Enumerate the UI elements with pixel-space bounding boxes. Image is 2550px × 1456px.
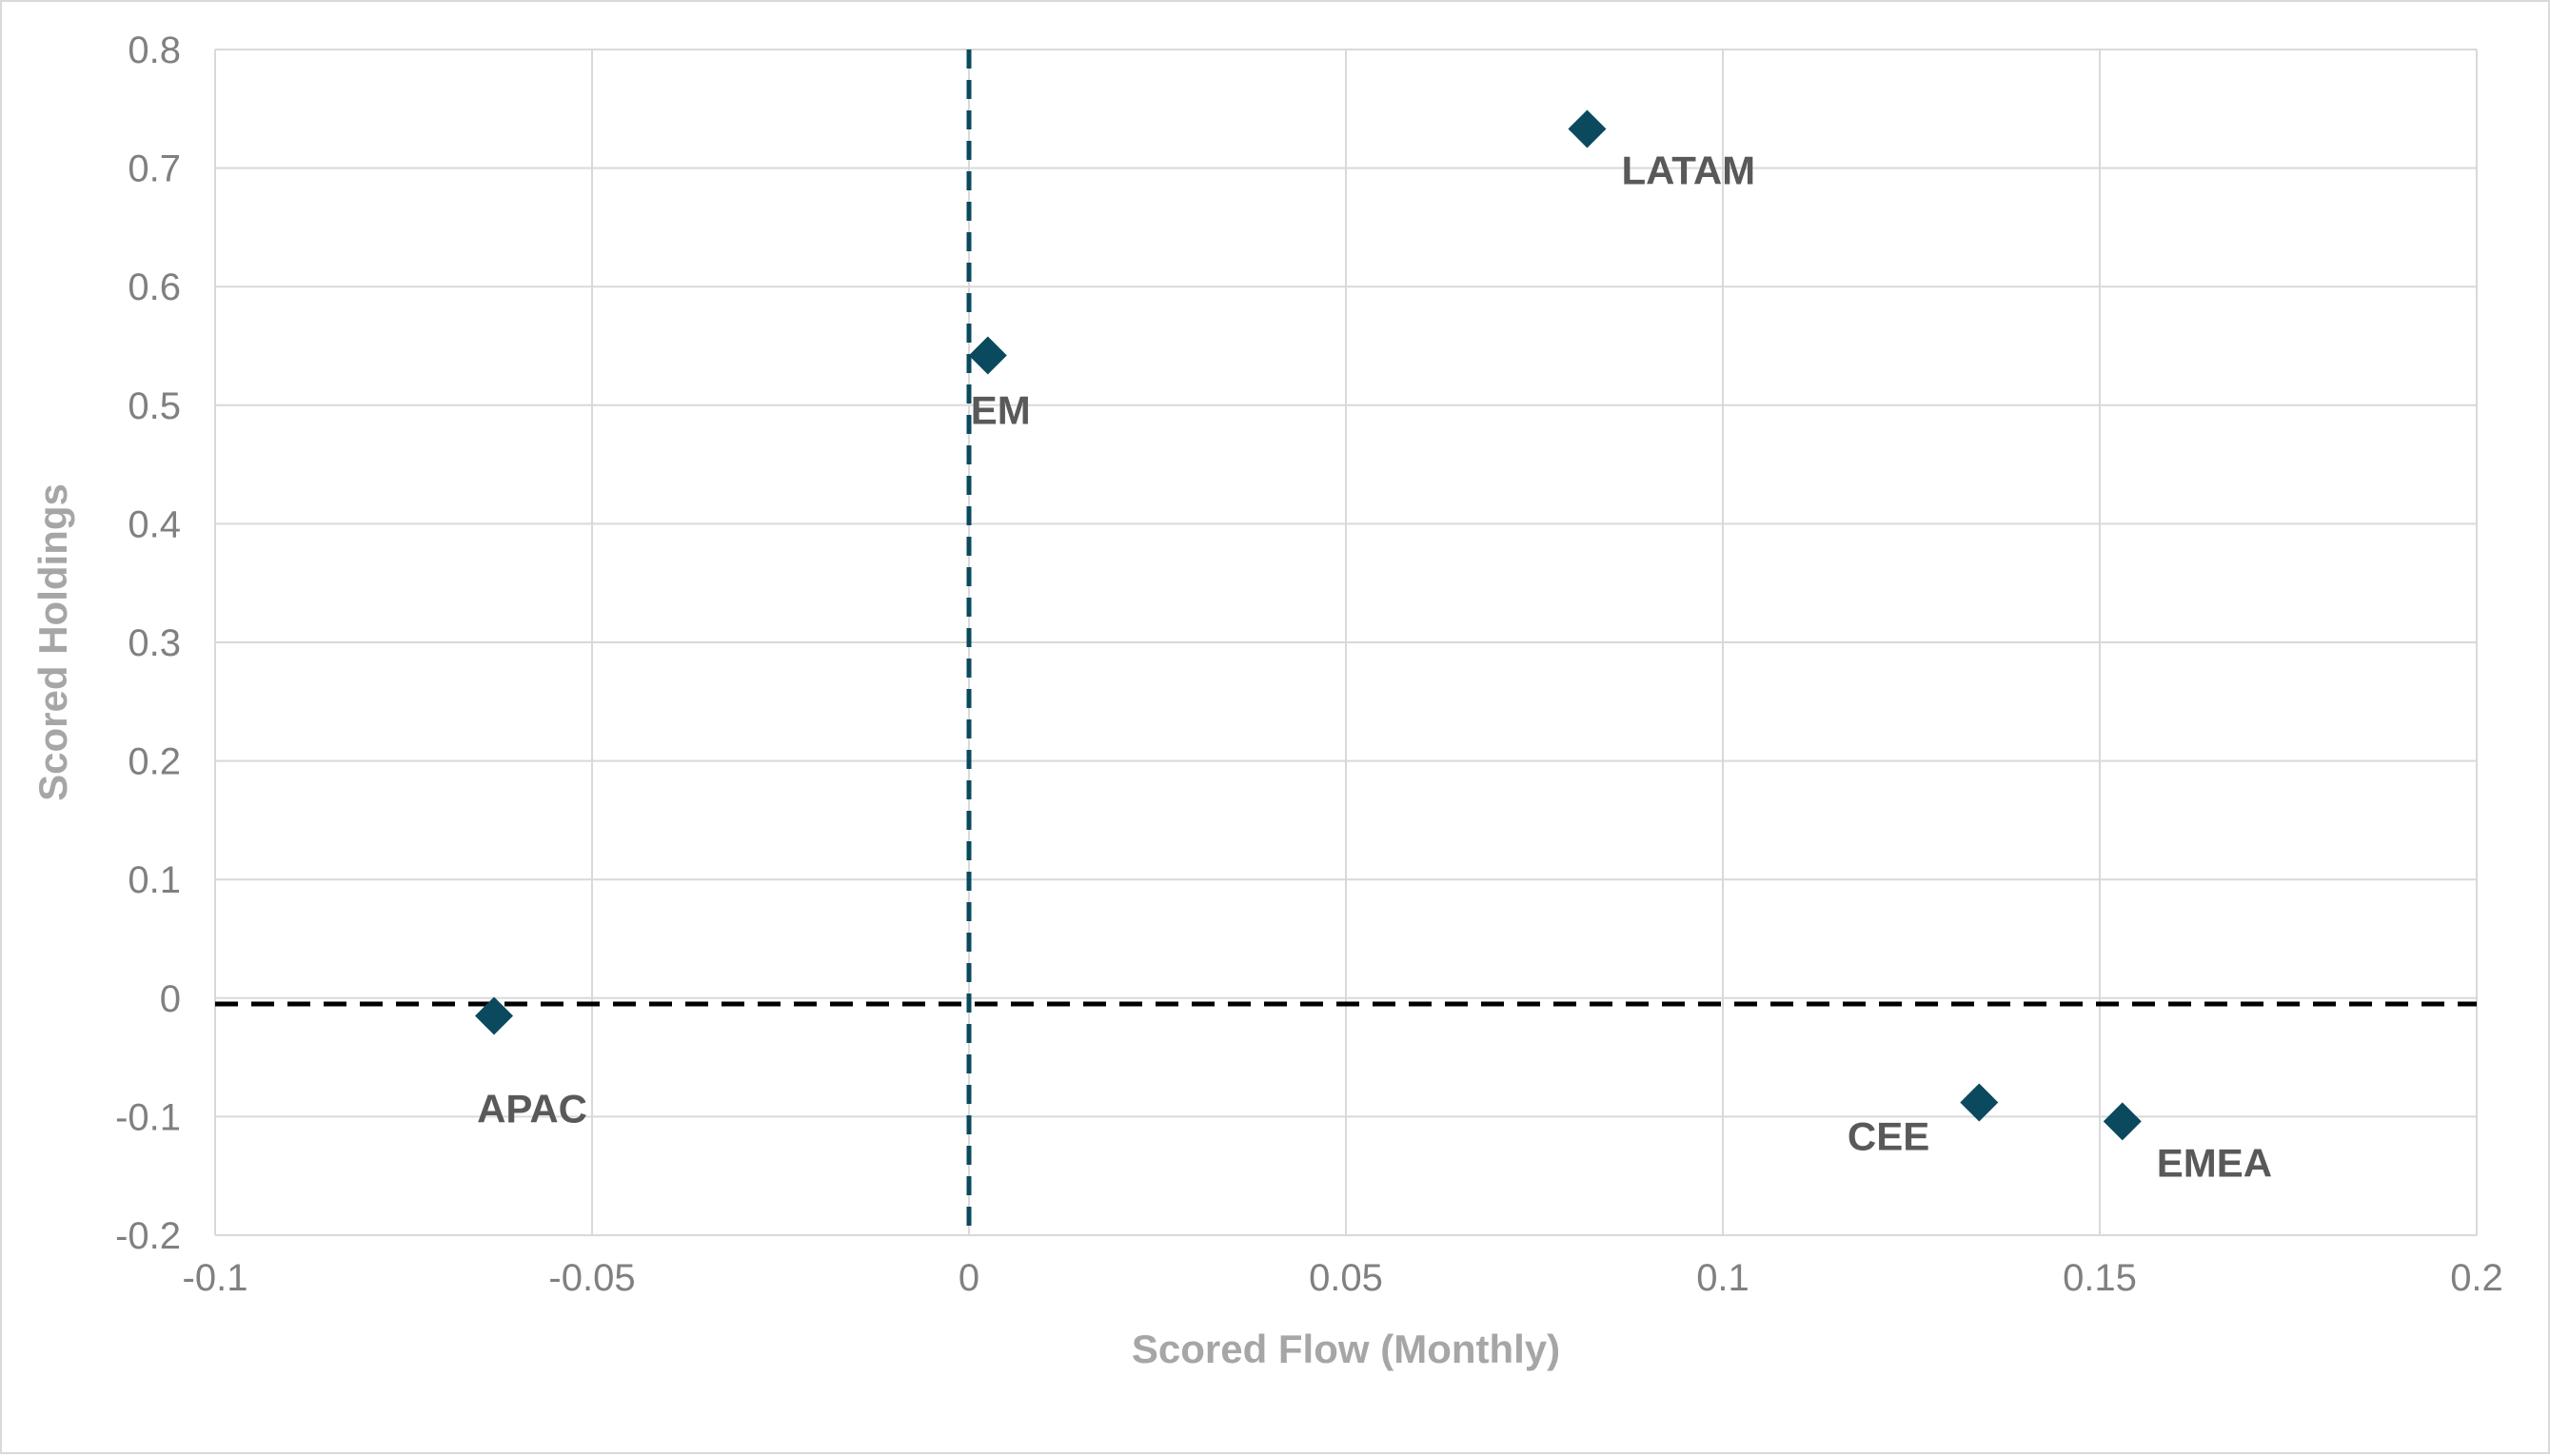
data-point-latam bbox=[1568, 109, 1607, 148]
y-tick-label: 0.8 bbox=[128, 30, 181, 71]
axis-layer: -0.1 -0.05 0 0.05 0.1 0.15 0.2-0.2-0.100.10.20… bbox=[115, 30, 2503, 1299]
x-tick-label: 0 bbox=[959, 1257, 979, 1299]
point-label-em: EM bbox=[971, 387, 1031, 432]
point-label-latam: LATAM bbox=[1621, 148, 1755, 192]
y-tick-label: -0.2 bbox=[115, 1215, 181, 1257]
y-tick-label: 0.3 bbox=[128, 622, 181, 664]
y-tick-label: 0.7 bbox=[128, 148, 181, 190]
x-tick-label: -0.05 bbox=[548, 1257, 635, 1299]
y-tick-label: 0.2 bbox=[128, 741, 181, 783]
y-axis-title: Scored Holdings bbox=[30, 483, 75, 801]
y-tick-label: 0.5 bbox=[128, 385, 181, 427]
point-label-emea: EMEA bbox=[2157, 1140, 2272, 1185]
x-tick-label: 0.15 bbox=[2063, 1257, 2137, 1299]
data-point-cee bbox=[1960, 1083, 1999, 1122]
y-tick-label: -0.1 bbox=[115, 1096, 181, 1138]
y-tick-label: 0.6 bbox=[128, 266, 181, 308]
point-label-apac: APAC bbox=[477, 1086, 587, 1131]
x-tick-label: -0.1 bbox=[183, 1257, 248, 1299]
x-tick-label: 0.05 bbox=[1309, 1257, 1383, 1299]
point-label-cee: CEE bbox=[1848, 1113, 1929, 1158]
data-point-em bbox=[968, 336, 1007, 375]
y-tick-label: 0.1 bbox=[128, 859, 181, 901]
y-tick-label: 0.4 bbox=[128, 503, 181, 545]
data-point-apac bbox=[475, 996, 514, 1035]
data-point-emea bbox=[2103, 1102, 2142, 1141]
x-axis-title: Scored Flow (Monthly) bbox=[1132, 1327, 1560, 1371]
x-tick-label: 0.2 bbox=[2450, 1257, 2503, 1299]
point-labels-layer: LATAM EM APAC CEE EMEA bbox=[477, 148, 2272, 1185]
x-tick-label: 0.1 bbox=[1696, 1257, 1749, 1299]
reference-lines bbox=[215, 49, 2477, 1235]
grid-layer bbox=[214, 49, 2478, 1236]
y-tick-label: 0 bbox=[160, 978, 181, 1020]
points-layer bbox=[475, 109, 2142, 1141]
